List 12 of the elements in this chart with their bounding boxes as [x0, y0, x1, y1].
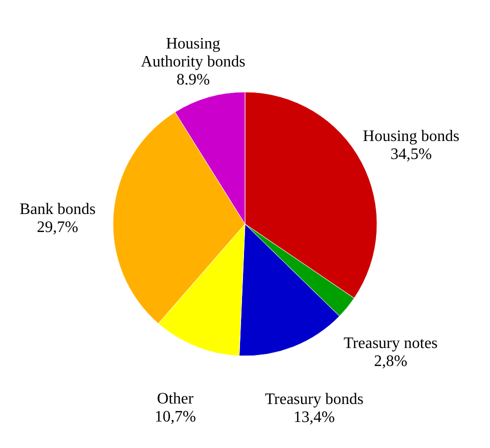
slice-label: Treasury bonds — [264, 390, 364, 408]
data-label: 10,7% — [154, 408, 196, 426]
data-label: 2,8% — [374, 352, 408, 370]
slice-label: Housing bonds — [362, 128, 460, 146]
slice-label: Bank bonds — [20, 201, 96, 218]
data-label: 34,5% — [390, 146, 432, 164]
data-label: 13,4% — [294, 408, 335, 426]
data-label: 29,7% — [36, 219, 78, 236]
slice-label: Housing Authority bonds — [140, 35, 246, 70]
slice-label: Other — [157, 390, 194, 408]
data-label: 8.9% — [176, 71, 210, 88]
slice-label: Treasury notes — [344, 334, 438, 352]
